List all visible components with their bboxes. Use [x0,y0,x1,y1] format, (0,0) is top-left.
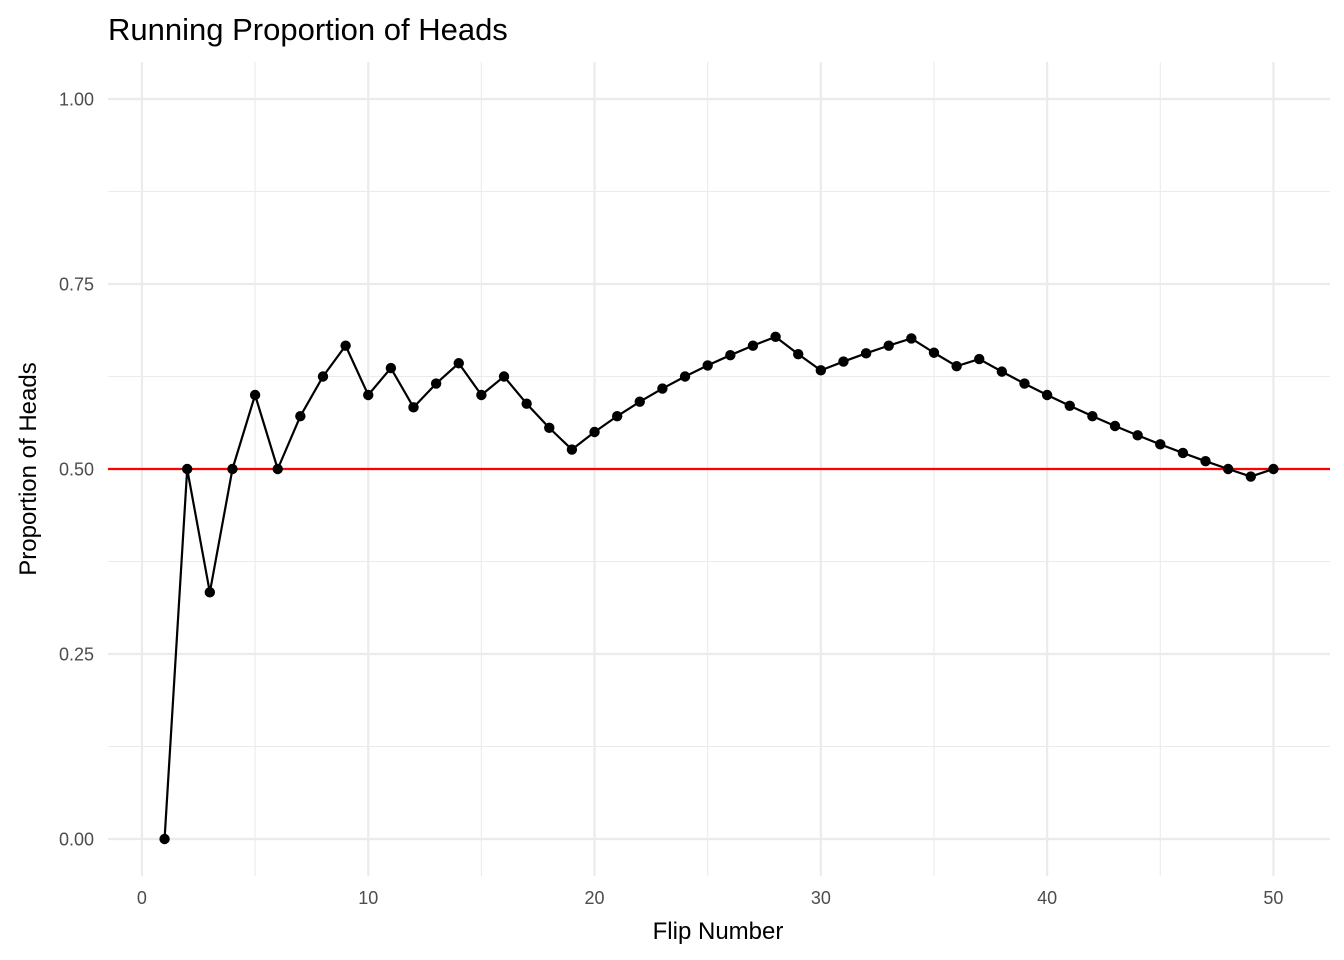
data-point [385,362,397,374]
data-point [634,396,645,407]
y-axis-title: Proportion of Heads [15,362,42,575]
data-point [1041,389,1053,401]
data-point [317,371,329,382]
series-layer [159,331,1279,845]
chart-title: Running Proportion of Heads [108,12,508,47]
data-point [340,340,351,351]
data-point [1064,400,1075,412]
data-point [1245,471,1256,482]
data-point [793,348,804,360]
series-line [163,335,1274,840]
x-tick-label: 10 [358,888,378,908]
data-point [182,463,193,475]
y-tick-label: 1.00 [59,90,94,110]
x-tick-label: 20 [585,888,605,908]
data-point [1132,430,1143,441]
data-point [928,347,940,358]
data-point [363,389,374,401]
data-point [702,360,713,371]
data-point [227,463,238,475]
data-point [725,349,736,361]
data-point [1177,447,1189,459]
data-point [815,365,827,376]
data-point [272,463,283,475]
data-point [838,356,849,367]
data-point [906,333,917,344]
data-point [249,389,261,401]
data-point [1109,420,1121,432]
data-point [589,426,600,438]
data-point [408,402,419,413]
data-point [1019,378,1030,389]
data-point [860,348,872,359]
data-point [498,371,510,382]
data-point [159,833,170,845]
data-point [611,410,623,422]
data-point [476,389,487,401]
y-tick-label: 0.50 [59,460,94,480]
y-tick-label: 0.25 [59,645,94,665]
data-point [770,331,781,343]
x-tick-label: 50 [1263,888,1283,908]
y-tick-label: 0.00 [59,830,94,850]
tick-labels: 0.00 0.25 0.50 0.75 1.00 0 10 20 30 40 50 [59,90,1283,909]
x-tick-label: 40 [1037,888,1057,908]
data-point [679,371,691,382]
data-point [883,340,894,351]
data-point [430,378,442,389]
data-point [951,361,962,372]
data-point [1222,463,1234,475]
data-point [521,398,532,409]
data-point [204,587,216,598]
data-point [1087,410,1098,422]
data-point [566,444,578,455]
x-tick-label: 30 [811,888,831,908]
data-point [996,366,1008,377]
x-tick-label: 0 [137,888,147,908]
data-point [1268,463,1279,475]
data-point [1200,455,1211,467]
data-point [657,383,668,394]
data-point [544,422,555,434]
data-point [1155,439,1166,450]
x-axis-title: Flip Number [653,918,784,945]
y-tick-label: 0.75 [59,275,94,295]
data-point [295,410,306,422]
data-point [974,353,985,365]
data-point [747,340,759,351]
data-point [453,358,464,369]
